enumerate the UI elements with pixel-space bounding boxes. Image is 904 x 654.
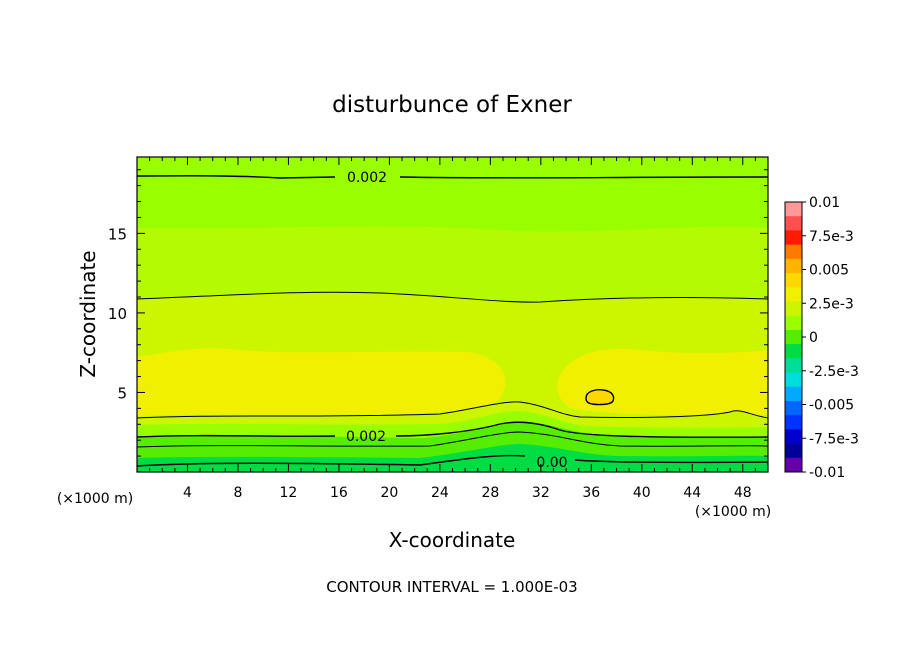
x-tick-label: 8 <box>233 485 242 501</box>
colorbar-swatch <box>785 329 802 345</box>
colorbar-swatch <box>785 202 802 217</box>
x-tick-label: 28 <box>481 485 499 501</box>
colorbar-swatch <box>785 358 802 374</box>
colorbar-swatch <box>785 230 802 246</box>
x-tick-label: 20 <box>380 485 398 501</box>
x-tick-label: 48 <box>734 485 752 501</box>
y-tick-label: 10 <box>108 305 127 323</box>
x-tick-label: 24 <box>431 485 449 501</box>
local-maximum <box>585 389 615 406</box>
colorbar-swatch <box>785 244 802 260</box>
colorbar-label: 0.01 <box>809 195 840 211</box>
contour-line-3 <box>137 401 768 419</box>
band-bottom-neg <box>137 444 768 472</box>
band-3e-3-to-4e-3 <box>137 348 506 418</box>
band-3e-3-to-4e-3-east <box>557 348 768 418</box>
contour-line-2 <box>137 421 768 438</box>
colorbar-label: -2.5e-3 <box>809 364 859 380</box>
x-unit-right: (×1000 m) <box>695 504 771 520</box>
contour-label: 0.002 <box>347 170 387 186</box>
colorbar-swatch <box>785 386 802 402</box>
x-tick-label: 44 <box>683 485 701 501</box>
contour-line-top <box>137 175 768 179</box>
x-tick-label: 4 <box>183 485 192 501</box>
colorbar-swatch <box>785 415 802 430</box>
colorbar-swatch <box>785 344 802 359</box>
contour-label: 0.002 <box>346 429 386 445</box>
colorbar-label: 0.005 <box>809 263 849 279</box>
colorbar-swatch <box>785 258 802 274</box>
colorbar-swatch <box>785 315 802 331</box>
x-tick-labels: 4 8 12 16 20 24 28 32 36 40 44 48 <box>183 485 752 501</box>
colorbar-swatch <box>785 216 802 231</box>
colorbar-swatch <box>785 301 802 317</box>
x-tick-label: 32 <box>532 485 550 501</box>
x-tick-label: 12 <box>280 485 298 501</box>
x-axis-label: X-coordinate <box>389 528 516 552</box>
contour-interval-footer: CONTOUR INTERVAL = 1.000E-03 <box>326 578 577 596</box>
colorbar-label: -0.01 <box>809 465 845 481</box>
y-tick-label: 15 <box>108 225 127 243</box>
x-unit-left: (×1000 m) <box>57 491 133 507</box>
y-tick-label: 5 <box>117 384 127 402</box>
contour-label: 0.00 <box>536 455 567 471</box>
contour-line-0 <box>137 454 768 467</box>
colorbar-swatch <box>785 372 802 388</box>
y-axis-label: Z-coordinate <box>76 250 100 377</box>
x-tick-label: 40 <box>633 485 651 501</box>
colorbar-swatch <box>785 287 802 302</box>
x-tick-label: 16 <box>330 485 348 501</box>
colorbar-label: 7.5e-3 <box>809 229 854 245</box>
y-tick-labels: 5 10 15 <box>108 225 127 402</box>
x-tick-label: 36 <box>582 485 600 501</box>
colorbar-swatch <box>785 443 802 459</box>
colorbar-label: 2.5e-3 <box>809 296 854 312</box>
colorbar-swatch <box>785 429 802 445</box>
contour-field <box>137 157 768 472</box>
colorbar-swatch <box>785 273 802 288</box>
colorbar-labels: 0.01 7.5e-3 0.005 2.5e-3 0 -2.5e-3 -0.005 -7.5e… <box>802 195 859 481</box>
axis-ticks <box>137 157 768 472</box>
colorbar-swatch <box>785 457 802 473</box>
colorbar-label: -7.5e-3 <box>809 431 859 447</box>
colorbar-label: -0.005 <box>809 398 854 414</box>
contour-line-1 <box>137 431 768 448</box>
colorbar-label: 0 <box>809 330 818 346</box>
colorbar-swatch <box>785 400 802 416</box>
colorbar <box>784 201 803 473</box>
chart-title: disturbunce of Exner <box>332 92 572 118</box>
contour-line-11 <box>137 291 768 303</box>
